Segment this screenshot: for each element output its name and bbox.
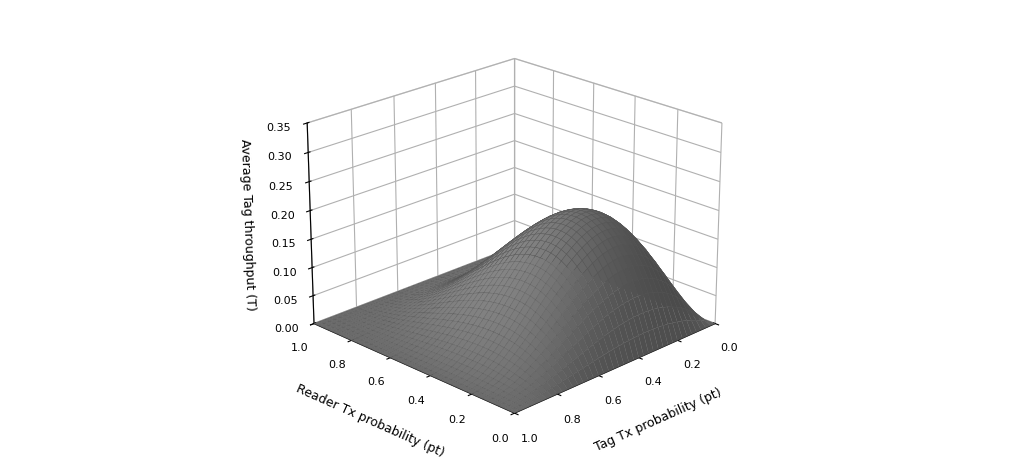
Y-axis label: Reader Tx probability (pt): Reader Tx probability (pt) bbox=[295, 382, 446, 459]
X-axis label: Tag Tx probability (pt): Tag Tx probability (pt) bbox=[593, 386, 724, 455]
